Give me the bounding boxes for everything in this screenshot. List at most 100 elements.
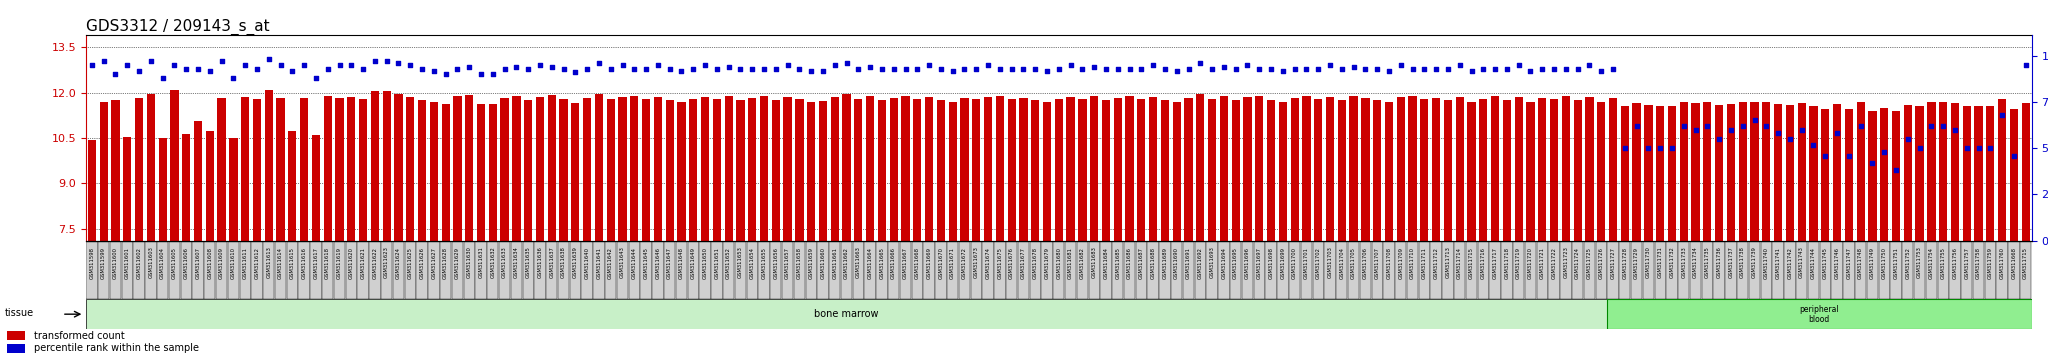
Text: GSM311727: GSM311727: [1610, 246, 1616, 279]
Bar: [1255, 96, 1264, 241]
Bar: [1184, 98, 1192, 241]
Bar: [1796, 242, 1806, 298]
Point: [1974, 145, 2007, 151]
Bar: [1030, 100, 1040, 241]
Text: GSM311721: GSM311721: [1540, 246, 1544, 279]
Point: [1313, 62, 1346, 68]
Bar: [1208, 99, 1217, 241]
Bar: [748, 242, 758, 298]
Text: GSM311703: GSM311703: [1327, 246, 1333, 279]
Bar: [1137, 242, 1147, 298]
Bar: [1573, 242, 1583, 298]
Bar: [1137, 99, 1145, 241]
Bar: [946, 242, 958, 298]
Text: GSM311757: GSM311757: [1964, 246, 1970, 279]
Point: [182, 66, 215, 72]
Bar: [866, 96, 874, 241]
Point: [901, 66, 934, 72]
Bar: [440, 242, 451, 298]
Bar: [1761, 242, 1772, 298]
Bar: [381, 242, 393, 298]
Text: GSM311740: GSM311740: [1763, 246, 1769, 279]
Text: GSM311704: GSM311704: [1339, 246, 1343, 279]
Text: GSM311686: GSM311686: [1126, 246, 1133, 279]
Bar: [1679, 102, 1688, 241]
Bar: [1987, 106, 1995, 241]
Text: GSM311731: GSM311731: [1657, 246, 1663, 279]
Bar: [1126, 96, 1135, 241]
Point: [995, 66, 1028, 72]
Text: GSM311685: GSM311685: [1116, 246, 1120, 279]
Point: [145, 75, 178, 81]
Bar: [735, 242, 745, 298]
Point: [1171, 66, 1204, 72]
Bar: [358, 242, 369, 298]
Bar: [227, 242, 240, 298]
Text: GSM311615: GSM311615: [291, 246, 295, 279]
Point: [1655, 145, 1688, 151]
Point: [1821, 131, 1853, 136]
Bar: [1808, 106, 1817, 241]
Text: GSM311643: GSM311643: [621, 246, 625, 279]
Text: GSM311708: GSM311708: [1386, 246, 1391, 279]
Bar: [1513, 242, 1524, 298]
Point: [1903, 145, 1935, 151]
Bar: [594, 94, 602, 241]
Point: [1526, 66, 1559, 72]
Point: [1808, 153, 1841, 159]
Text: GSM311634: GSM311634: [514, 246, 518, 279]
Bar: [158, 242, 168, 298]
Text: GSM311751: GSM311751: [1894, 246, 1898, 279]
Text: GSM311641: GSM311641: [596, 246, 602, 279]
Bar: [1880, 108, 1888, 241]
Point: [1608, 145, 1640, 151]
Point: [123, 68, 156, 73]
Point: [264, 62, 297, 68]
Bar: [322, 242, 334, 298]
Bar: [1808, 242, 1819, 298]
Text: GSM311697: GSM311697: [1257, 246, 1262, 279]
Point: [535, 64, 567, 70]
Bar: [1397, 97, 1405, 241]
Text: GSM311652: GSM311652: [727, 246, 731, 279]
Bar: [1112, 242, 1124, 298]
Text: GSM311664: GSM311664: [868, 246, 872, 279]
Bar: [678, 102, 686, 241]
Point: [1997, 153, 2030, 159]
Bar: [1171, 242, 1182, 298]
Bar: [1925, 242, 1937, 298]
Text: GSM311723: GSM311723: [1563, 246, 1569, 279]
Text: GSM311639: GSM311639: [573, 246, 578, 279]
Text: GSM311600: GSM311600: [113, 246, 119, 279]
Point: [1219, 66, 1251, 72]
Bar: [571, 103, 580, 241]
Bar: [1516, 97, 1524, 241]
Text: GSM311657: GSM311657: [784, 246, 791, 279]
Bar: [2009, 242, 2019, 298]
Point: [1137, 62, 1169, 68]
Text: GSM311654: GSM311654: [750, 246, 756, 279]
Text: GSM311665: GSM311665: [879, 246, 885, 279]
Text: GSM311752: GSM311752: [1905, 246, 1911, 279]
Bar: [1018, 242, 1028, 298]
Bar: [995, 96, 1004, 241]
Text: GSM311707: GSM311707: [1374, 246, 1380, 279]
Point: [1645, 145, 1677, 151]
Bar: [983, 97, 991, 241]
Text: GSM311649: GSM311649: [690, 246, 696, 279]
Text: GSM311668: GSM311668: [915, 246, 920, 279]
Text: GSM311759: GSM311759: [1989, 246, 1993, 279]
Text: GSM311756: GSM311756: [1952, 246, 1958, 279]
Bar: [324, 96, 332, 241]
Point: [98, 72, 131, 77]
Bar: [274, 242, 287, 298]
Bar: [1645, 105, 1653, 241]
Text: GSM311720: GSM311720: [1528, 246, 1534, 279]
Bar: [1702, 242, 1712, 298]
Text: GSM311636: GSM311636: [537, 246, 543, 279]
Point: [1987, 112, 2019, 118]
Point: [807, 68, 840, 73]
Bar: [1855, 242, 1866, 298]
Bar: [770, 242, 782, 298]
Point: [1350, 66, 1382, 72]
